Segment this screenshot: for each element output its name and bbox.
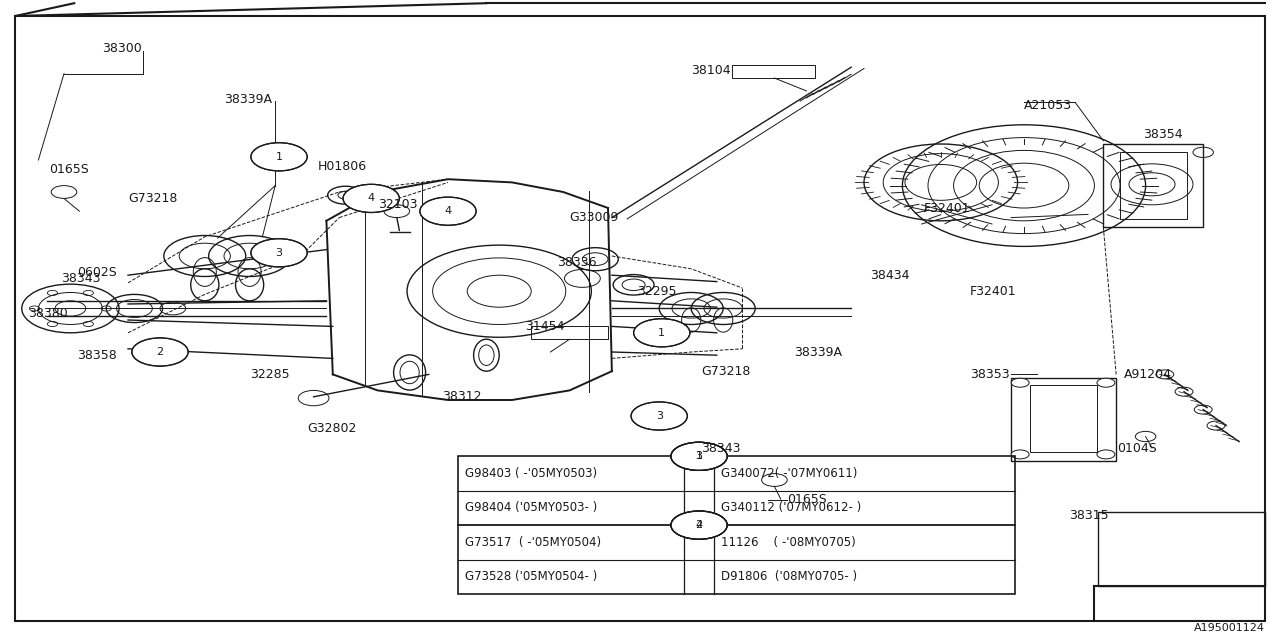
Bar: [732, 65, 815, 78]
Text: H01806: H01806: [317, 160, 366, 173]
Text: 38300: 38300: [102, 42, 142, 54]
Text: G73528 ('05MY0504- ): G73528 ('05MY0504- ): [465, 570, 596, 583]
Text: A21053: A21053: [1024, 99, 1073, 112]
Text: 38354: 38354: [1143, 128, 1183, 141]
Bar: [1103, 144, 1203, 227]
Text: 4: 4: [367, 193, 375, 204]
Text: F32401: F32401: [924, 202, 970, 214]
Circle shape: [634, 319, 690, 347]
Text: 3: 3: [275, 248, 283, 258]
Circle shape: [1011, 378, 1029, 387]
Text: 3: 3: [655, 411, 663, 421]
Circle shape: [251, 143, 307, 171]
Circle shape: [343, 184, 399, 212]
Bar: [531, 326, 608, 339]
Text: 32295: 32295: [637, 285, 677, 298]
Text: G32802: G32802: [307, 422, 357, 435]
Text: G98403 ( -'05MY0503): G98403 ( -'05MY0503): [465, 467, 596, 480]
Bar: [1030, 385, 1097, 452]
Text: 38339A: 38339A: [794, 346, 842, 358]
Text: 0104S: 0104S: [1117, 442, 1157, 454]
Text: 38343: 38343: [701, 442, 741, 454]
Text: G98404 ('05MY0503- ): G98404 ('05MY0503- ): [465, 501, 596, 515]
Circle shape: [671, 442, 727, 470]
Text: 0165S: 0165S: [787, 493, 827, 506]
Text: F32401: F32401: [970, 285, 1016, 298]
Circle shape: [251, 239, 307, 267]
Text: 0602S: 0602S: [77, 266, 116, 278]
Text: 38339A: 38339A: [224, 93, 273, 106]
Text: 3: 3: [695, 451, 703, 461]
Text: 38380: 38380: [28, 307, 68, 320]
Text: 38353: 38353: [970, 368, 1010, 381]
Text: G73218: G73218: [128, 192, 178, 205]
Bar: [1098, 512, 1265, 586]
Text: 38312: 38312: [442, 390, 481, 403]
Text: 2: 2: [156, 347, 164, 357]
Bar: [1120, 152, 1187, 219]
Circle shape: [1011, 450, 1029, 459]
Text: 38336: 38336: [557, 256, 596, 269]
Circle shape: [631, 402, 687, 430]
Text: G73218: G73218: [701, 365, 751, 378]
Bar: [458, 456, 1015, 594]
Text: 1: 1: [658, 328, 666, 338]
Text: G340072( -'07MY0611): G340072( -'07MY0611): [721, 467, 858, 480]
Text: 2: 2: [695, 520, 703, 530]
Text: 31454: 31454: [525, 320, 564, 333]
Text: G73517  ( -'05MY0504): G73517 ( -'05MY0504): [465, 536, 600, 549]
Text: 38343: 38343: [61, 272, 101, 285]
Text: 1: 1: [695, 451, 703, 461]
Circle shape: [671, 442, 727, 470]
Text: A195001124: A195001124: [1194, 623, 1265, 634]
Text: 4: 4: [695, 520, 703, 530]
Text: G33009: G33009: [570, 211, 620, 224]
Text: 32103: 32103: [378, 198, 417, 211]
Text: 38104: 38104: [691, 64, 731, 77]
Text: 0165S: 0165S: [49, 163, 88, 176]
Text: 1: 1: [275, 152, 283, 162]
Circle shape: [671, 511, 727, 539]
Circle shape: [132, 338, 188, 366]
Text: 32285: 32285: [250, 368, 289, 381]
Bar: [1011, 378, 1116, 461]
Text: 11126    ( -'08MY0705): 11126 ( -'08MY0705): [721, 536, 855, 549]
Circle shape: [420, 197, 476, 225]
Circle shape: [1097, 450, 1115, 459]
Text: 4: 4: [444, 206, 452, 216]
Text: G340112 ('07MY0612- ): G340112 ('07MY0612- ): [721, 501, 861, 515]
Text: D91806  ('08MY0705- ): D91806 ('08MY0705- ): [721, 570, 856, 583]
Text: 38315: 38315: [1069, 509, 1108, 522]
Circle shape: [1097, 378, 1115, 387]
Text: 38434: 38434: [870, 269, 910, 282]
Circle shape: [671, 511, 727, 539]
Text: 38358: 38358: [77, 349, 116, 362]
Text: A91204: A91204: [1124, 368, 1172, 381]
